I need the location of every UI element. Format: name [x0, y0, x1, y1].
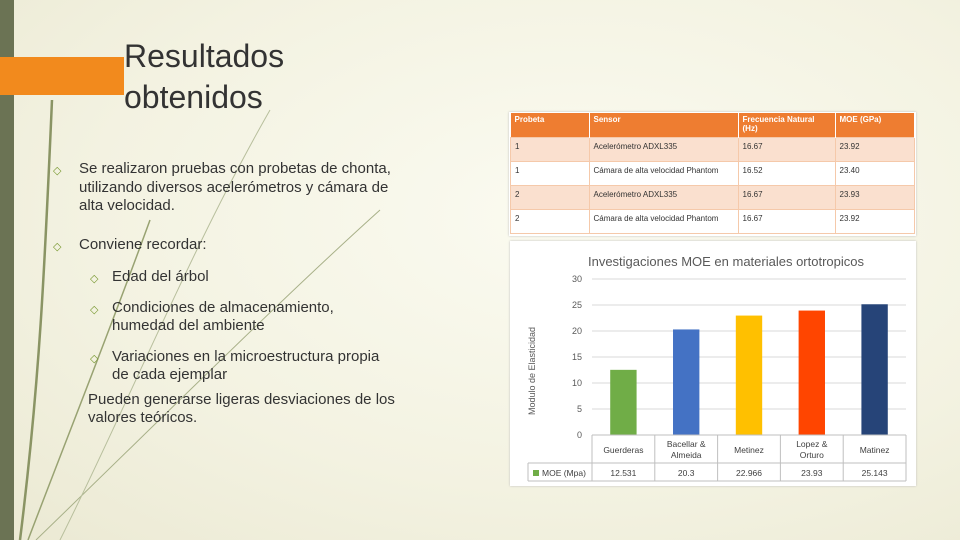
table-row: 2 Acelerómetro ADXL335 16.67 23.93 — [510, 185, 915, 210]
slide-title: Resultados obtenidos — [124, 38, 285, 115]
diamond-bullet-icon: ◇ — [53, 240, 62, 253]
sub-bullet-text: Variaciones en la microestructura propia… — [112, 347, 380, 384]
table-cell: 23.40 — [834, 161, 915, 186]
x-category-label: Lopez & Orturo — [796, 439, 828, 460]
x-category-label: Bacellar & Almeida — [667, 439, 706, 460]
y-tick-label: 20 — [572, 326, 582, 336]
table-cell: 23.93 — [834, 185, 915, 210]
bullet-item: ◇ Se realizaron pruebas con probetas de … — [50, 160, 400, 216]
y-tick-label: 10 — [572, 378, 582, 388]
table-header-cell: Frecuencia Natural (Hz) — [738, 113, 836, 138]
results-table-grid: Probeta Sensor Frecuencia Natural (Hz) M… — [510, 113, 915, 234]
decorative-lines — [18, 99, 381, 540]
deviation-note: Pueden generarse ligeras desviaciones de… — [88, 390, 395, 427]
sub-bullet-text: Condiciones de almacenamiento, humedad d… — [112, 298, 334, 335]
sub-bullet-item: ◇ Edad del árbol — [50, 268, 400, 287]
table-cell: Acelerómetro ADXL335 — [588, 185, 739, 210]
bar — [610, 369, 637, 435]
table-row: 1 Cámara de alta velocidad Phantom 16.52… — [510, 161, 915, 186]
y-tick-label: 30 — [572, 274, 582, 284]
diamond-bullet-icon: ◇ — [53, 165, 62, 177]
table-cell: 2 — [510, 185, 590, 210]
data-value-label: 20.3 — [678, 468, 695, 478]
table-cell: 16.67 — [737, 209, 836, 234]
moe-bar-chart: Investigaciones MOE en materiales ortotr… — [527, 254, 907, 482]
x-category-label: Metinez — [734, 445, 764, 455]
table-cell: Cámara de alta velocidad Phantom — [588, 209, 739, 234]
moe-chart-panel: Investigaciones MOE en materiales ortotr… — [510, 241, 916, 486]
sub-bullet-item: ◇ Condiciones de almacenamiento, humedad… — [50, 299, 400, 336]
data-value-label: 25.143 — [862, 468, 888, 478]
sub-bullet-text: Edad del árbol — [112, 268, 209, 285]
data-value-label: 12.531 — [610, 468, 636, 478]
y-tick-label: 25 — [572, 300, 582, 310]
chart-data-table: Guerderas 12.531 Bacellar & Almeida 20.3 Meti… — [527, 434, 907, 482]
legend-series-name: MOE (Mpa) — [542, 468, 586, 478]
x-category-label: Matinez — [860, 445, 890, 455]
table-header-cell: MOE (GPa) — [835, 113, 915, 138]
bullet-text: Se realizaron pruebas con probetas de ch… — [79, 160, 391, 214]
sub-bullet-item: ◇ Variaciones en la microestructura prop… — [50, 348, 400, 385]
bar — [735, 315, 763, 435]
title-accent-notch — [108, 57, 124, 95]
y-tick-labels: 0 5 10 15 20 25 30 — [572, 274, 582, 440]
diamond-bullet-icon: ◇ — [90, 352, 99, 365]
y-axis-label: Modulo de Elasticidad — [527, 327, 537, 415]
table-cell: 1 — [510, 161, 590, 186]
table-header-cell: Sensor — [589, 113, 739, 138]
left-stripe — [0, 0, 14, 540]
table-cell: Cámara de alta velocidad Phantom — [588, 161, 739, 186]
bar — [861, 304, 888, 435]
table-cell: 16.67 — [737, 137, 836, 162]
table-cell: 23.92 — [834, 137, 915, 162]
table-cell: 2 — [510, 209, 590, 234]
table-cell: 16.67 — [737, 185, 836, 210]
title-accent-bar — [0, 57, 124, 95]
y-tick-label: 15 — [572, 352, 582, 362]
bullet-text: Conviene recordar: — [79, 235, 207, 253]
bullet-list: ◇ Se realizaron pruebas con probetas de … — [50, 160, 400, 428]
table-cell: 23.92 — [834, 209, 915, 234]
bar — [798, 310, 825, 435]
y-tick-label: 5 — [577, 404, 582, 414]
table-header-cell: Probeta — [510, 113, 590, 138]
diamond-bullet-icon: ◇ — [90, 303, 99, 316]
table-cell: 1 — [510, 137, 590, 162]
results-table: Probeta Sensor Frecuencia Natural (Hz) M… — [509, 112, 916, 236]
bullet-item: ◇ Conviene recordar: — [50, 236, 400, 255]
bar — [673, 329, 700, 435]
table-cell: Acelerómetro ADXL335 — [588, 137, 739, 162]
diamond-bullet-icon: ◇ — [90, 273, 99, 285]
chart-title: Investigaciones MOE en materiales ortotr… — [588, 254, 865, 269]
data-value-label: 22.966 — [736, 468, 762, 478]
table-header-row: Probeta Sensor Frecuencia Natural (Hz) M… — [510, 113, 915, 138]
chart-bars — [610, 304, 888, 435]
table-row: 1 Acelerómetro ADXL335 16.67 23.92 — [510, 137, 915, 162]
legend-swatch — [533, 470, 539, 476]
table-row: 2 Cámara de alta velocidad Phantom 16.67… — [510, 209, 915, 234]
y-tick-label: 0 — [577, 430, 582, 440]
data-value-label: 23.93 — [801, 468, 823, 478]
x-category-label: Guerderas — [603, 445, 643, 455]
table-cell: 16.52 — [737, 161, 836, 186]
